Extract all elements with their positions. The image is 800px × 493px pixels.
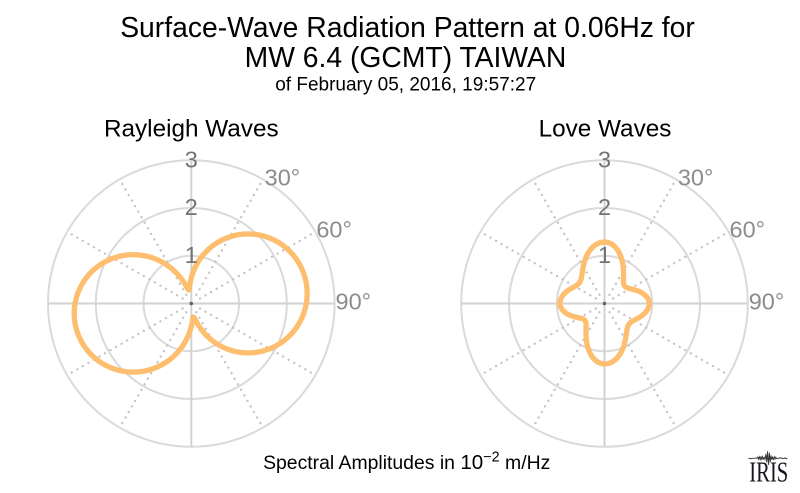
svg-text:30°: 30° [678, 165, 714, 191]
svg-text:1: 1 [185, 242, 198, 268]
svg-text:Love Waves: Love Waves [539, 115, 672, 142]
svg-text:2: 2 [598, 194, 611, 220]
svg-text:3: 3 [598, 146, 611, 172]
svg-text:of February 05, 2016, 19:57:27: of February 05, 2016, 19:57:27 [275, 75, 536, 96]
svg-text:MW 6.4 (GCMT) TAIWAN: MW 6.4 (GCMT) TAIWAN [245, 41, 567, 73]
svg-text:30°: 30° [265, 165, 301, 191]
svg-text:Spectral Amplitudes in 10−2 m/: Spectral Amplitudes in 10−2 m/Hz [263, 450, 550, 474]
svg-text:1: 1 [598, 242, 611, 268]
svg-text:90°: 90° [336, 289, 372, 315]
svg-text:Surface-Wave Radiation Pattern: Surface-Wave Radiation Pattern at 0.06Hz… [120, 11, 695, 43]
svg-text:90°: 90° [749, 289, 785, 315]
svg-text:3: 3 [185, 146, 198, 172]
svg-text:Rayleigh Waves: Rayleigh Waves [104, 115, 279, 142]
svg-text:60°: 60° [730, 217, 766, 243]
svg-text:60°: 60° [316, 217, 352, 243]
svg-text:2: 2 [185, 194, 198, 220]
svg-text:IRIS: IRIS [749, 457, 788, 489]
